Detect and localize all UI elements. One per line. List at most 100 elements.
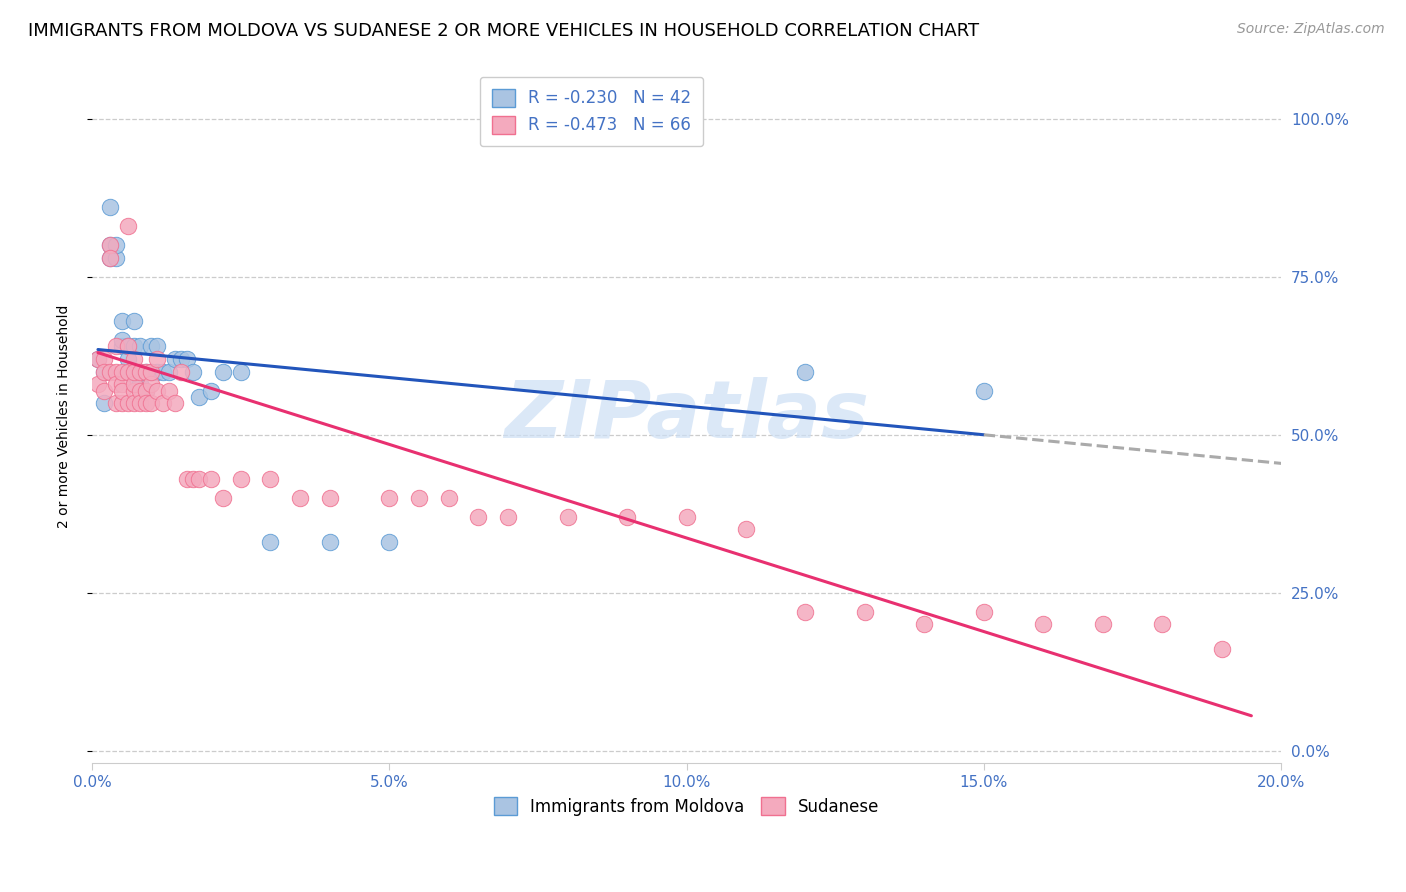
Point bbox=[87, 351, 110, 366]
Point bbox=[152, 396, 174, 410]
Point bbox=[111, 396, 134, 410]
Point bbox=[176, 351, 198, 366]
Point bbox=[122, 365, 145, 379]
Point bbox=[616, 509, 638, 524]
Point bbox=[117, 339, 139, 353]
Point bbox=[170, 365, 193, 379]
Point bbox=[111, 377, 134, 392]
Point bbox=[165, 351, 187, 366]
Point bbox=[141, 396, 163, 410]
Point bbox=[122, 377, 145, 392]
Text: ZIPatlas: ZIPatlas bbox=[505, 376, 869, 455]
Point bbox=[288, 491, 311, 505]
Point bbox=[128, 365, 150, 379]
Point bbox=[1032, 617, 1054, 632]
Point bbox=[135, 365, 157, 379]
Point bbox=[93, 365, 115, 379]
Point bbox=[135, 365, 157, 379]
Point bbox=[437, 491, 460, 505]
Point bbox=[98, 365, 121, 379]
Point bbox=[87, 377, 110, 392]
Point bbox=[141, 339, 163, 353]
Point bbox=[128, 384, 150, 398]
Point bbox=[188, 390, 211, 404]
Point bbox=[122, 339, 145, 353]
Point bbox=[117, 351, 139, 366]
Point bbox=[378, 491, 401, 505]
Point bbox=[98, 238, 121, 252]
Point bbox=[176, 472, 198, 486]
Point bbox=[467, 509, 489, 524]
Legend: Immigrants from Moldova, Sudanese: Immigrants from Moldova, Sudanese bbox=[485, 789, 887, 824]
Y-axis label: 2 or more Vehicles in Household: 2 or more Vehicles in Household bbox=[58, 304, 72, 527]
Point bbox=[200, 472, 222, 486]
Point bbox=[141, 365, 163, 379]
Point bbox=[211, 491, 233, 505]
Point bbox=[146, 339, 169, 353]
Point bbox=[111, 384, 134, 398]
Point bbox=[141, 377, 163, 392]
Point bbox=[104, 238, 127, 252]
Point bbox=[259, 472, 281, 486]
Point bbox=[93, 351, 115, 366]
Point bbox=[122, 314, 145, 328]
Point bbox=[104, 396, 127, 410]
Point bbox=[146, 384, 169, 398]
Point bbox=[128, 396, 150, 410]
Point bbox=[146, 351, 169, 366]
Point bbox=[165, 396, 187, 410]
Point bbox=[93, 384, 115, 398]
Point bbox=[181, 472, 204, 486]
Point bbox=[170, 351, 193, 366]
Point bbox=[93, 365, 115, 379]
Point bbox=[973, 384, 995, 398]
Point bbox=[111, 339, 134, 353]
Point bbox=[557, 509, 579, 524]
Point bbox=[98, 201, 121, 215]
Point bbox=[135, 384, 157, 398]
Point bbox=[259, 535, 281, 549]
Point bbox=[104, 251, 127, 265]
Point bbox=[735, 523, 758, 537]
Point bbox=[135, 396, 157, 410]
Point bbox=[1152, 617, 1174, 632]
Point bbox=[200, 384, 222, 398]
Point bbox=[973, 605, 995, 619]
Point bbox=[408, 491, 430, 505]
Point bbox=[98, 251, 121, 265]
Point bbox=[181, 365, 204, 379]
Point bbox=[378, 535, 401, 549]
Point bbox=[229, 472, 252, 486]
Point bbox=[794, 605, 817, 619]
Point bbox=[122, 377, 145, 392]
Point bbox=[117, 396, 139, 410]
Point bbox=[117, 365, 139, 379]
Point bbox=[111, 314, 134, 328]
Point bbox=[117, 339, 139, 353]
Point bbox=[122, 365, 145, 379]
Point bbox=[188, 472, 211, 486]
Point bbox=[122, 384, 145, 398]
Point bbox=[111, 333, 134, 347]
Point bbox=[104, 365, 127, 379]
Point bbox=[128, 377, 150, 392]
Point bbox=[146, 365, 169, 379]
Point bbox=[157, 384, 180, 398]
Point bbox=[853, 605, 876, 619]
Point bbox=[122, 351, 145, 366]
Point bbox=[98, 238, 121, 252]
Point bbox=[794, 365, 817, 379]
Text: Source: ZipAtlas.com: Source: ZipAtlas.com bbox=[1237, 22, 1385, 37]
Text: IMMIGRANTS FROM MOLDOVA VS SUDANESE 2 OR MORE VEHICLES IN HOUSEHOLD CORRELATION : IMMIGRANTS FROM MOLDOVA VS SUDANESE 2 OR… bbox=[28, 22, 979, 40]
Point bbox=[104, 377, 127, 392]
Point bbox=[93, 396, 115, 410]
Point bbox=[141, 365, 163, 379]
Point bbox=[319, 491, 342, 505]
Point bbox=[1211, 642, 1233, 657]
Point bbox=[675, 509, 697, 524]
Point bbox=[117, 365, 139, 379]
Point bbox=[117, 219, 139, 234]
Point bbox=[111, 365, 134, 379]
Point bbox=[912, 617, 935, 632]
Point bbox=[1091, 617, 1114, 632]
